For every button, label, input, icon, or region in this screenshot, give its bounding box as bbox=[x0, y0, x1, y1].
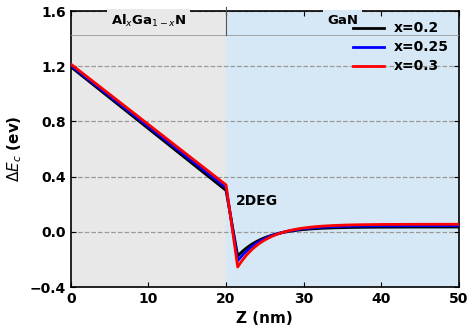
x=0.2 bbox=[232, 239, 238, 243]
x=0.2 bbox=[235, 254, 240, 258]
x=0.25 bbox=[235, 256, 240, 260]
Text: GaN: GaN bbox=[327, 14, 358, 27]
x=0.2 bbox=[456, 225, 462, 229]
x=0.3 bbox=[68, 62, 74, 66]
Y-axis label: $\Delta E_c$ (ev): $\Delta E_c$ (ev) bbox=[6, 116, 24, 182]
x=0.25 bbox=[456, 224, 462, 228]
X-axis label: Z (nm): Z (nm) bbox=[237, 311, 293, 326]
x=0.25 bbox=[68, 63, 74, 67]
Text: 2DEG: 2DEG bbox=[236, 195, 278, 208]
x=0.25 bbox=[403, 224, 409, 228]
x=0.2 bbox=[183, 156, 189, 160]
x=0.25 bbox=[137, 118, 142, 122]
Line: x=0.3: x=0.3 bbox=[71, 64, 459, 267]
x=0.3 bbox=[137, 116, 142, 120]
x=0.2 bbox=[68, 65, 74, 69]
x=0.25 bbox=[235, 259, 240, 263]
x=0.2 bbox=[137, 120, 142, 124]
x=0.2 bbox=[91, 83, 97, 87]
x=0.3 bbox=[235, 262, 240, 266]
x=0.2 bbox=[403, 225, 409, 229]
Bar bbox=[226, 11, 459, 287]
Text: Al$_x$Ga$_{1-x}$N: Al$_x$Ga$_{1-x}$N bbox=[110, 13, 186, 29]
x=0.3 bbox=[235, 265, 240, 269]
Line: x=0.2: x=0.2 bbox=[71, 67, 459, 256]
x=0.25 bbox=[232, 242, 238, 246]
x=0.3 bbox=[91, 80, 97, 84]
x=0.25 bbox=[91, 82, 97, 86]
Legend: x=0.2, x=0.25, x=0.3: x=0.2, x=0.25, x=0.3 bbox=[349, 17, 453, 77]
x=0.25 bbox=[183, 154, 189, 158]
x=0.3 bbox=[232, 246, 238, 250]
x=0.3 bbox=[183, 151, 189, 155]
Bar bbox=[71, 11, 226, 287]
x=0.3 bbox=[403, 222, 409, 226]
x=0.3 bbox=[456, 222, 462, 226]
x=0.2 bbox=[235, 252, 240, 256]
Line: x=0.25: x=0.25 bbox=[71, 65, 459, 261]
